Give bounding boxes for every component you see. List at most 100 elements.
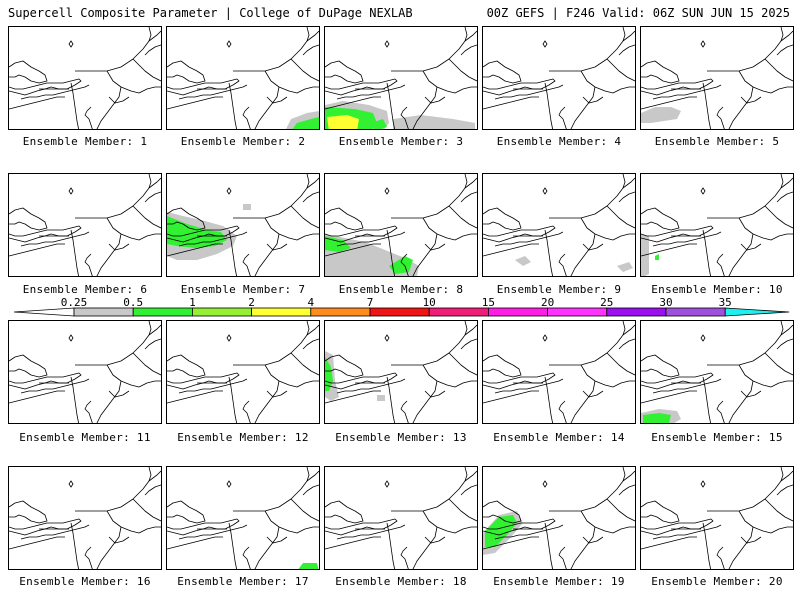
member-label-6: Ensemble Member: 6 bbox=[22, 283, 148, 296]
colorbar-underflow-triangle bbox=[13, 307, 75, 317]
member-label-14: Ensemble Member: 14 bbox=[493, 431, 625, 444]
map-title: Supercell Composite Parameter | College … bbox=[8, 6, 413, 20]
member-map-17 bbox=[166, 466, 320, 570]
member-label-18: Ensemble Member: 18 bbox=[335, 575, 467, 588]
map-canvas bbox=[9, 321, 161, 423]
member-map-19 bbox=[482, 466, 636, 570]
member-label-9: Ensemble Member: 9 bbox=[496, 283, 622, 296]
location-marker-icon bbox=[384, 480, 390, 488]
colorbar-tick-label: 4 bbox=[307, 296, 314, 309]
location-marker-icon bbox=[542, 480, 548, 488]
scp-shading bbox=[327, 115, 359, 129]
colorbar-tick-label: 7 bbox=[367, 296, 374, 309]
member-map-14 bbox=[482, 320, 636, 424]
scp-shading bbox=[371, 119, 387, 129]
colorbar-tick-label: 30 bbox=[659, 296, 672, 309]
member-label-15: Ensemble Member: 15 bbox=[651, 431, 783, 444]
member-label-16: Ensemble Member: 16 bbox=[19, 575, 151, 588]
map-canvas bbox=[483, 467, 635, 569]
basemap-outline bbox=[9, 321, 161, 423]
scp-shading bbox=[515, 256, 531, 266]
member-map-3 bbox=[324, 26, 478, 130]
color-scale-legend: 0.25 0.5 1 2 4 7 10 15 20 25 30 35 bbox=[13, 296, 790, 317]
colorbar-tick-label: 20 bbox=[541, 296, 554, 309]
scp-shading bbox=[298, 563, 319, 569]
map-canvas bbox=[641, 174, 793, 276]
member-label-13: Ensemble Member: 13 bbox=[335, 431, 467, 444]
member-map-8 bbox=[324, 173, 478, 277]
member-map-18 bbox=[324, 466, 478, 570]
member-label-8: Ensemble Member: 8 bbox=[338, 283, 464, 296]
scp-shading bbox=[377, 395, 385, 401]
map-canvas bbox=[483, 27, 635, 129]
colorbar-tick-label: 2 bbox=[248, 296, 255, 309]
colorbar-segment bbox=[428, 307, 489, 317]
scp-shading bbox=[617, 262, 633, 272]
scp-shading bbox=[641, 107, 681, 123]
map-canvas bbox=[9, 467, 161, 569]
colorbar-tick-label: 25 bbox=[600, 296, 613, 309]
member-label-4: Ensemble Member: 4 bbox=[496, 135, 622, 148]
member-label-2: Ensemble Member: 2 bbox=[180, 135, 306, 148]
member-map-9 bbox=[482, 173, 636, 277]
scp-shading bbox=[655, 254, 659, 260]
member-map-1 bbox=[8, 26, 162, 130]
colorbar-segment bbox=[73, 307, 134, 317]
basemap-outline bbox=[483, 27, 635, 129]
basemap-outline bbox=[9, 174, 161, 276]
scp-shading bbox=[643, 413, 671, 423]
colorbar-segment bbox=[665, 307, 726, 317]
scp-shading bbox=[325, 357, 333, 391]
colorbar-tick-label: 0.5 bbox=[123, 296, 143, 309]
colorbar-segment bbox=[132, 307, 193, 317]
scp-shading bbox=[393, 115, 475, 129]
member-map-11 bbox=[8, 320, 162, 424]
map-canvas bbox=[167, 27, 319, 129]
member-label-12: Ensemble Member: 12 bbox=[177, 431, 309, 444]
colorbar-segment bbox=[547, 307, 608, 317]
location-marker-icon bbox=[542, 187, 548, 195]
member-label-5: Ensemble Member: 5 bbox=[654, 135, 780, 148]
member-map-10 bbox=[640, 173, 794, 277]
basemap-outline bbox=[325, 467, 477, 569]
basemap-outline bbox=[325, 321, 477, 423]
member-map-16 bbox=[8, 466, 162, 570]
basemap-outline bbox=[167, 27, 319, 129]
map-canvas bbox=[325, 321, 477, 423]
scp-shading bbox=[389, 256, 413, 274]
map-canvas bbox=[483, 174, 635, 276]
map-canvas bbox=[167, 467, 319, 569]
location-marker-icon bbox=[384, 40, 390, 48]
location-marker-icon bbox=[68, 40, 74, 48]
colorbar-segment bbox=[191, 307, 252, 317]
basemap-outline bbox=[483, 321, 635, 423]
map-canvas bbox=[641, 27, 793, 129]
location-marker-icon bbox=[384, 187, 390, 195]
map-canvas bbox=[9, 27, 161, 129]
map-canvas bbox=[325, 174, 477, 276]
map-canvas bbox=[167, 321, 319, 423]
member-map-13 bbox=[324, 320, 478, 424]
basemap-outline bbox=[9, 467, 161, 569]
member-label-19: Ensemble Member: 19 bbox=[493, 575, 625, 588]
location-marker-icon bbox=[68, 480, 74, 488]
member-map-15 bbox=[640, 320, 794, 424]
location-marker-icon bbox=[700, 334, 706, 342]
scp-shading bbox=[243, 204, 251, 210]
colorbar-tick-label: 10 bbox=[423, 296, 436, 309]
member-map-5 bbox=[640, 26, 794, 130]
basemap-outline bbox=[483, 174, 635, 276]
basemap-outline bbox=[325, 27, 477, 129]
member-map-6 bbox=[8, 173, 162, 277]
basemap-outline bbox=[641, 27, 793, 129]
member-map-4 bbox=[482, 26, 636, 130]
basemap-outline bbox=[641, 321, 793, 423]
map-canvas bbox=[641, 467, 793, 569]
location-marker-icon bbox=[226, 334, 232, 342]
map-canvas bbox=[9, 174, 161, 276]
map-canvas bbox=[483, 321, 635, 423]
colorbar-segment bbox=[487, 307, 548, 317]
location-marker-icon bbox=[68, 334, 74, 342]
member-label-17: Ensemble Member: 17 bbox=[177, 575, 309, 588]
location-marker-icon bbox=[700, 480, 706, 488]
